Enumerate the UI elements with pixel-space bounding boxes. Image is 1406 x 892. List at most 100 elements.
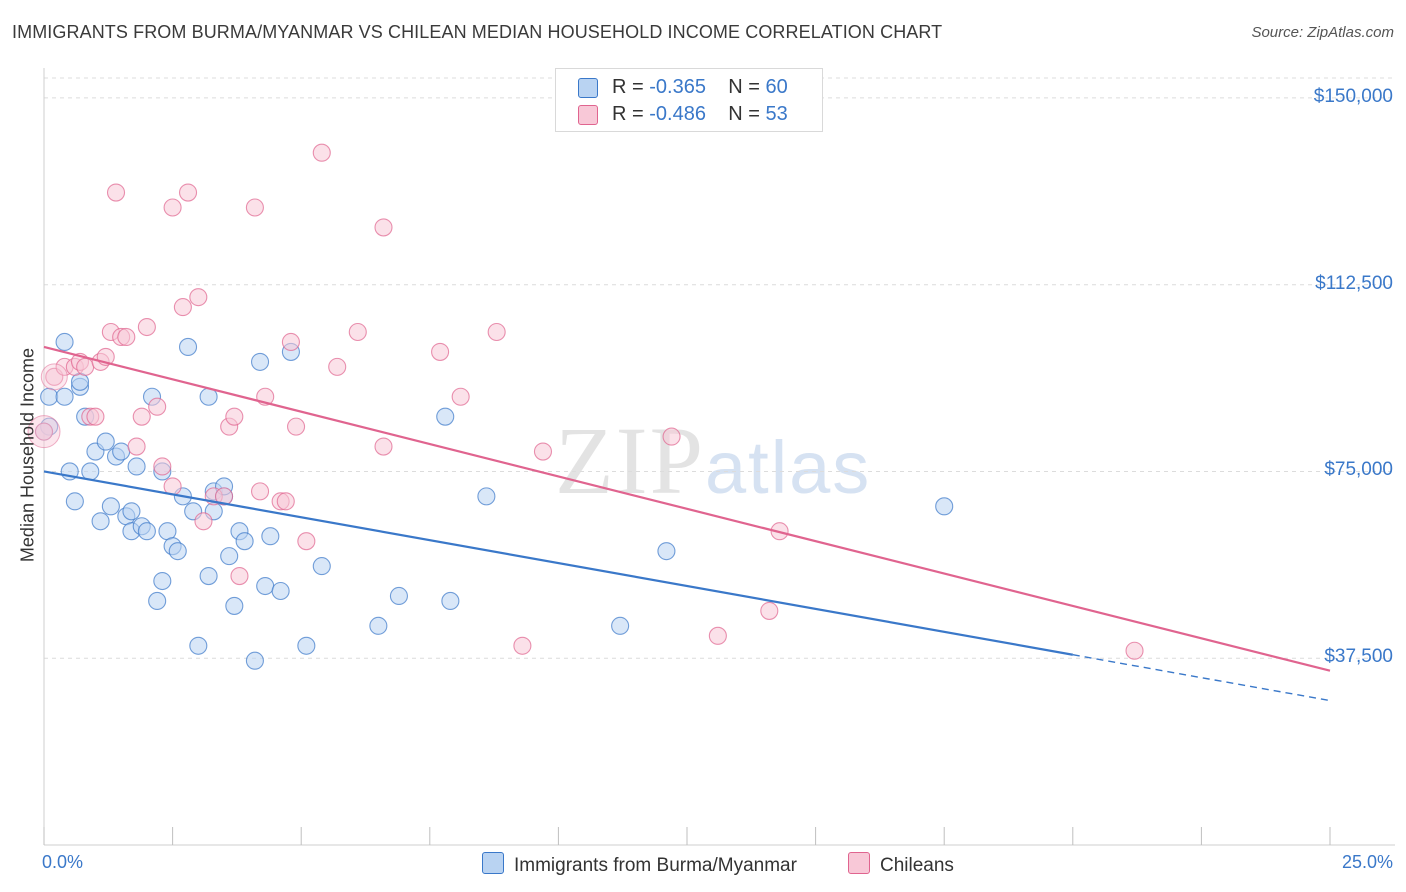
bottom-legend-blue: Immigrants from Burma/Myanmar (482, 852, 797, 877)
burma-point (389, 586, 408, 606)
r-value: -0.365 (649, 76, 706, 98)
chilean-point (533, 442, 553, 461)
burma-point (137, 522, 156, 541)
burma-point (611, 616, 630, 635)
chilean-point (117, 327, 136, 347)
n-label: N = (728, 76, 760, 98)
source-credit: Source: ZipAtlas.com (1251, 24, 1394, 41)
chilean-point (312, 143, 331, 162)
chilean-point (513, 636, 532, 655)
bottom-legend-label-pink: Chileans (880, 855, 954, 876)
chilean-point (451, 387, 470, 406)
chilean-point (708, 626, 727, 645)
burma-point (297, 636, 316, 655)
watermark-zip: ZIP (555, 407, 705, 514)
chilean-point (127, 437, 146, 456)
chilean-point (487, 322, 506, 342)
burma-trend-extension (1072, 654, 1331, 702)
burma-point (235, 532, 254, 551)
y-tick-label: $150,000 (1313, 85, 1393, 107)
burma-point (55, 387, 74, 406)
burma-point (40, 387, 59, 406)
burma-point (199, 567, 218, 586)
chilean-point (297, 532, 316, 551)
bottom-legend-label-blue: Immigrants from Burma/Myanmar (514, 855, 797, 876)
legend-swatch-blue (578, 78, 598, 98)
chilean-point (245, 198, 264, 217)
chilean-point (153, 457, 172, 476)
chilean-point (148, 397, 167, 416)
chilean-cluster-point (27, 415, 61, 449)
x-axis-min-label: 0.0% (42, 852, 84, 872)
axes (43, 68, 1395, 846)
chilean-cluster-point (40, 363, 68, 391)
bottom-legend-swatch-blue (482, 852, 504, 874)
burma-point (935, 497, 954, 516)
burma-point (81, 462, 100, 481)
chilean-point (214, 487, 234, 506)
chilean-point (328, 357, 347, 376)
burma-point (245, 651, 264, 670)
chilean-point (132, 407, 151, 426)
chilean-point (225, 407, 244, 426)
burma-point (189, 636, 208, 655)
burma-point (225, 596, 244, 615)
burma-point (312, 557, 331, 576)
bottom-legend-pink: Chileans (848, 852, 954, 877)
chilean-point (178, 183, 198, 202)
burma-point (65, 492, 84, 511)
legend-swatch-pink (578, 105, 598, 125)
chilean-point (86, 407, 105, 426)
burma-point (369, 616, 388, 635)
chilean-point (1125, 641, 1144, 660)
chilean-point (276, 492, 295, 511)
y-tick-label: $37,500 (1324, 646, 1393, 668)
r-label: R = (612, 103, 644, 125)
burma-point (657, 542, 676, 561)
chart-title: IMMIGRANTS FROM BURMA/MYANMAR VS CHILEAN… (12, 22, 943, 42)
burma-point (101, 497, 120, 516)
burma-point (127, 457, 146, 476)
n-value: 53 (765, 103, 788, 125)
data-points (27, 143, 1144, 670)
burma-point (168, 542, 187, 561)
burma-point (261, 527, 280, 546)
y-axis-title: Median Household Income (17, 347, 38, 563)
chilean-point (34, 422, 54, 441)
burma-point (148, 591, 167, 611)
burma-point (220, 547, 239, 566)
chilean-point (189, 288, 208, 307)
chilean-point (431, 342, 450, 361)
r-value: -0.486 (649, 103, 706, 125)
n-label: N = (728, 103, 760, 125)
legend-text-pink: R = -0.486 N = 53 (612, 103, 788, 126)
stats-legend: R = -0.365 N = 60 R = -0.486 N = 53 (555, 68, 823, 132)
chilean-point (250, 482, 270, 501)
watermark-atlas: atlas (705, 426, 872, 509)
y-tick-label: $75,000 (1324, 459, 1393, 481)
burma-point (91, 512, 110, 531)
chilean-point (137, 317, 156, 337)
burma-point (477, 487, 496, 506)
burma-trend-line (43, 470, 1073, 656)
burma-point (122, 502, 141, 521)
trend-lines (43, 345, 1331, 702)
x-axis-max-label: 25.0% (1341, 852, 1393, 872)
bottom-legend-swatch-pink (848, 852, 870, 874)
burma-point (256, 576, 275, 596)
chilean-point (76, 357, 95, 376)
chilean-point (194, 512, 213, 531)
chilean-point (348, 322, 367, 342)
chilean-point (287, 417, 306, 436)
chilean-point (760, 601, 779, 620)
burma-point (436, 407, 455, 426)
chilean-point (281, 332, 300, 352)
burma-point (178, 337, 198, 356)
chilean-point (163, 198, 182, 217)
burma-point (96, 432, 115, 451)
watermark: ZIPatlas (555, 405, 871, 516)
burma-point (250, 352, 270, 371)
chilean-point (374, 218, 393, 237)
burma-point (112, 442, 131, 461)
